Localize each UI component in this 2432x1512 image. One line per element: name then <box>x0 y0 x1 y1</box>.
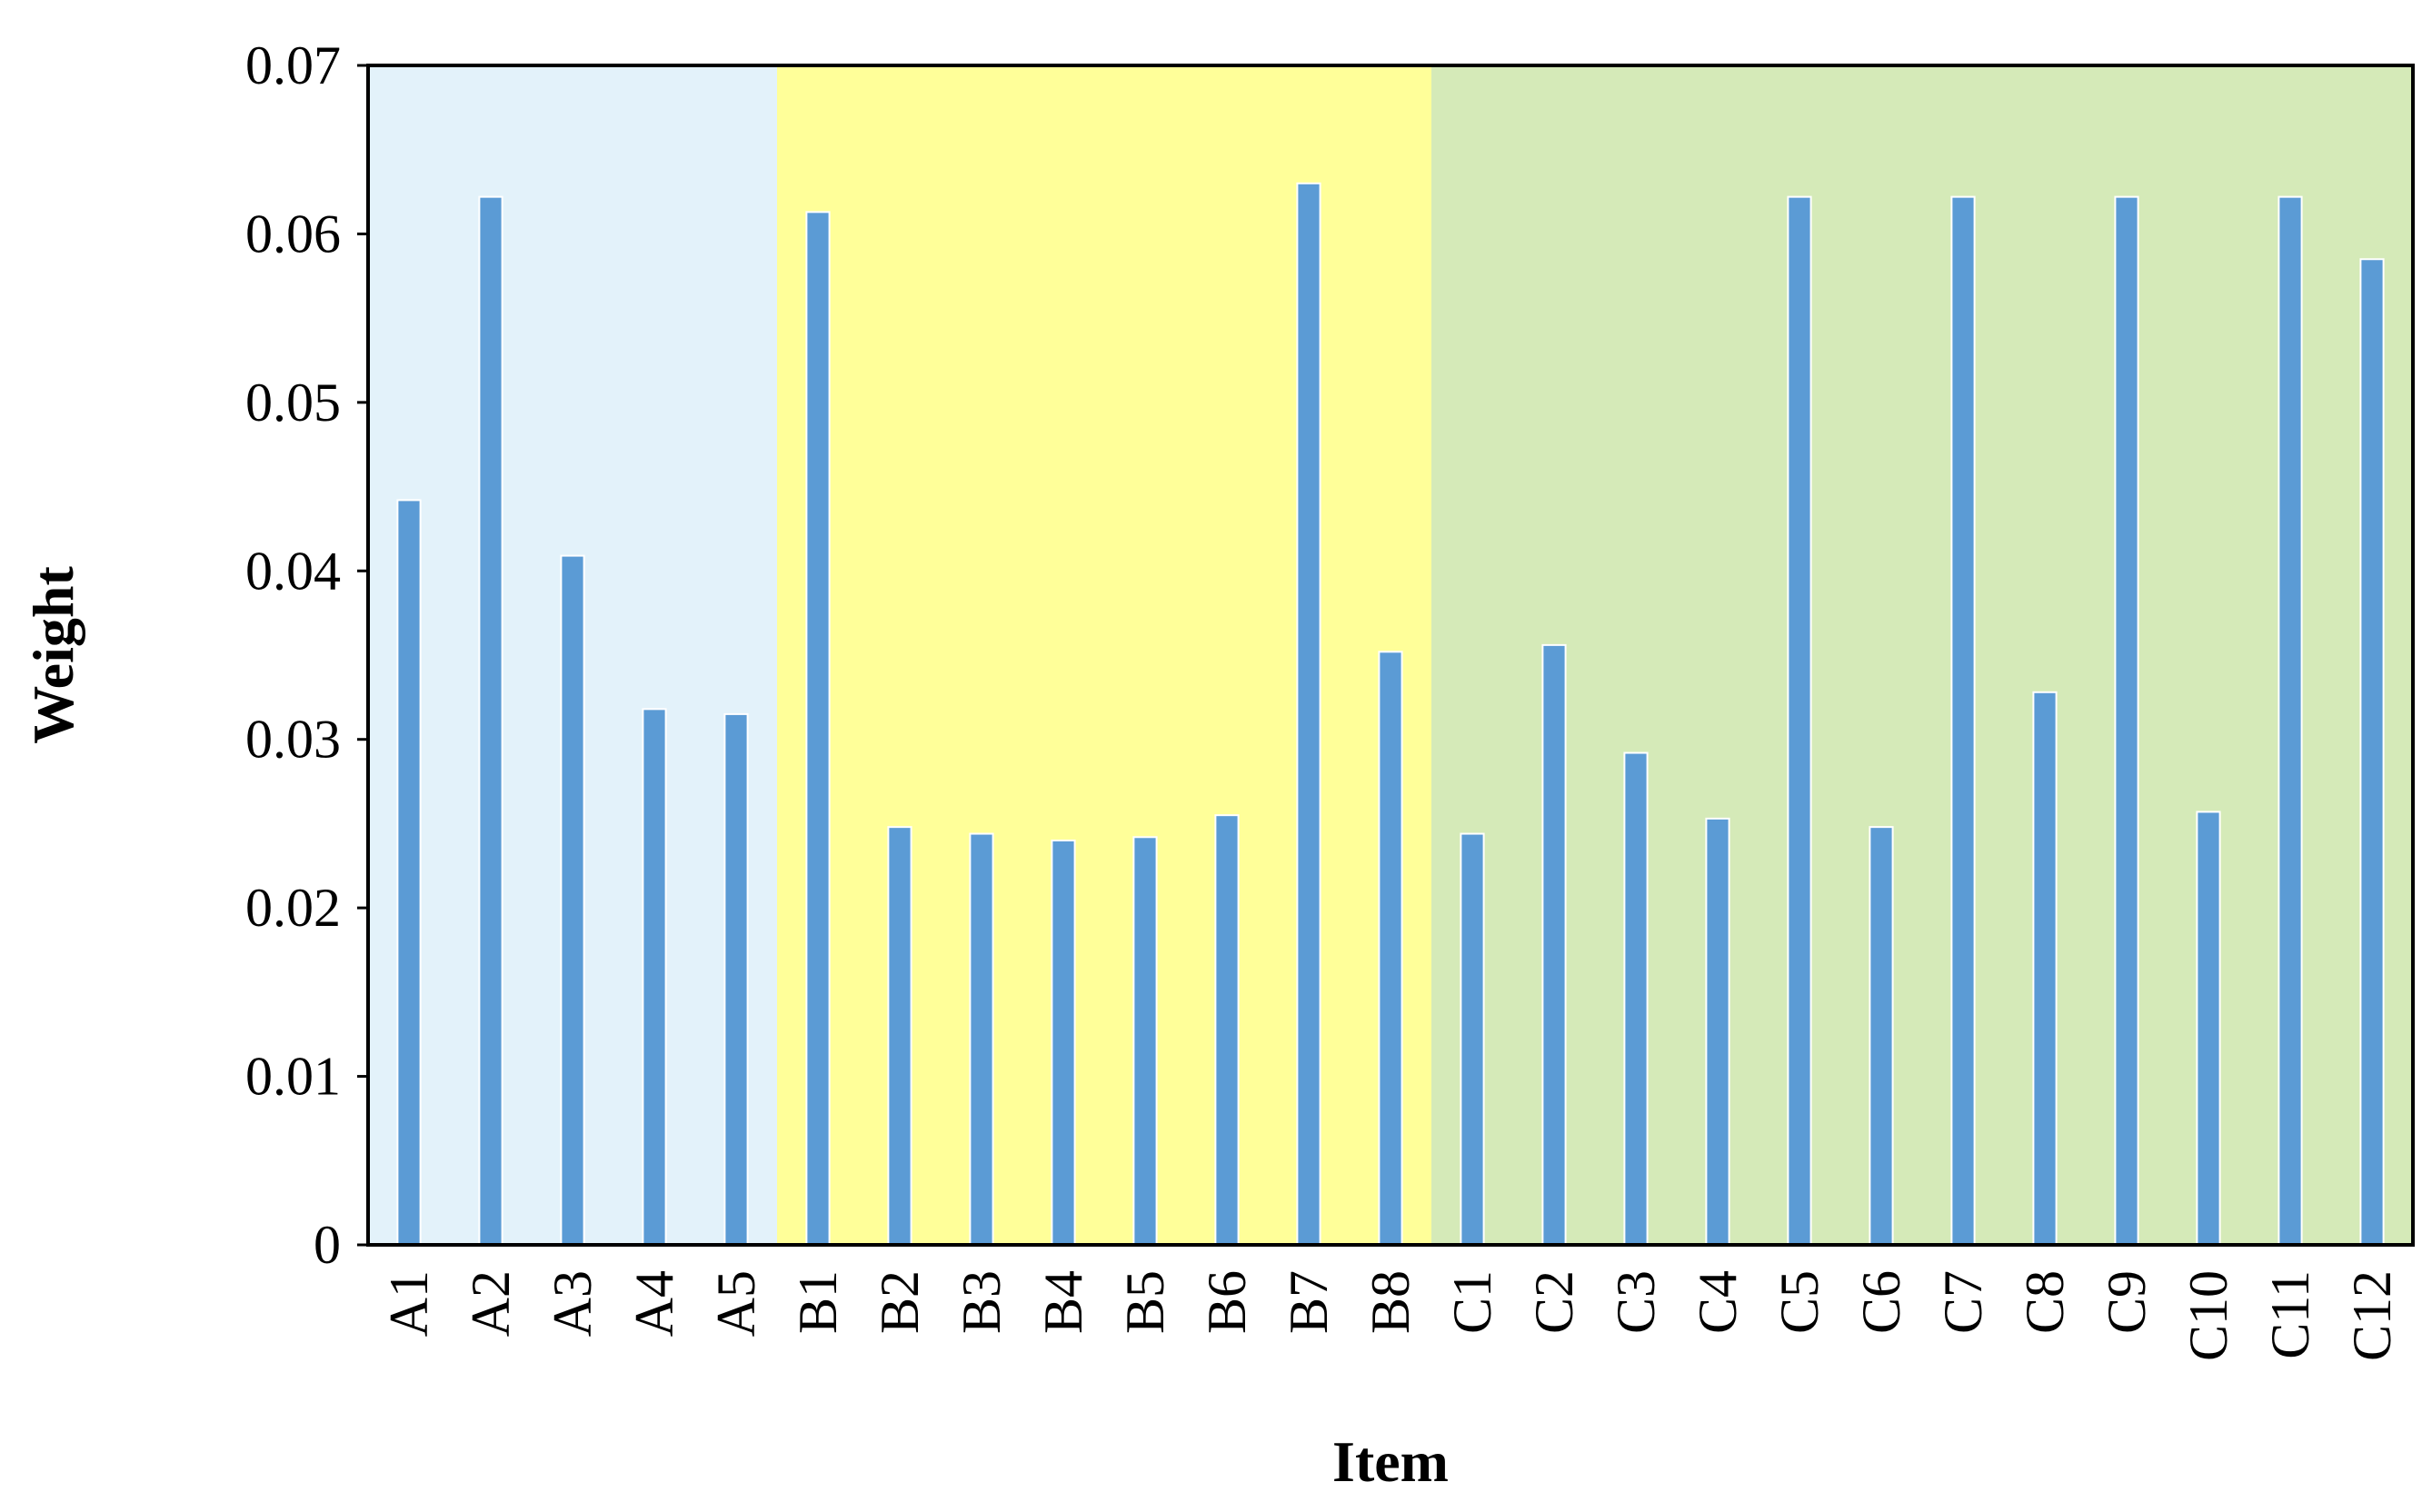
bar-C4 <box>1705 817 1730 1246</box>
x-tick-label: C3 <box>1606 1270 1666 1334</box>
bar-C12 <box>2359 258 2385 1247</box>
bar-A5 <box>723 712 749 1246</box>
x-tick-label: A1 <box>379 1270 439 1337</box>
x-axis-ticks: A1 A2 A3 A4 A5 B1 B2 B3 B4 B5 B6 B7 B8 C1 C2 C3 C4 C5 C6 C7… <box>379 1270 2402 1361</box>
bar-B2 <box>887 826 912 1246</box>
x-tick-label: C12 <box>2342 1270 2402 1361</box>
x-tick-label: C10 <box>2178 1270 2238 1361</box>
bar-B4 <box>1051 839 1076 1246</box>
x-tick-label: C9 <box>2097 1270 2157 1334</box>
x-tick-label: B1 <box>788 1270 848 1334</box>
x-tick-label: C4 <box>1688 1270 1748 1334</box>
bar-C11 <box>2278 195 2303 1247</box>
bar-A2 <box>478 195 503 1247</box>
bar-B5 <box>1132 836 1158 1247</box>
plot-frame <box>366 64 2415 1247</box>
bar-C7 <box>1950 195 1976 1247</box>
bar-C9 <box>2114 195 2139 1247</box>
bar-C3 <box>1623 751 1649 1246</box>
x-tick-label: A2 <box>461 1270 521 1337</box>
bar-C8 <box>2032 691 2058 1246</box>
bar-B6 <box>1214 814 1240 1247</box>
bar-B1 <box>805 211 831 1246</box>
bar-C1 <box>1460 832 1485 1246</box>
x-axis-title: Item <box>1332 1429 1449 1494</box>
x-tick-label: C8 <box>2015 1270 2075 1334</box>
bar-C5 <box>1787 195 1812 1247</box>
x-tick-label: C6 <box>1851 1270 1911 1334</box>
group-backgrounds <box>368 65 2413 1245</box>
x-tick-label: C7 <box>1933 1270 1993 1334</box>
bar-C10 <box>2196 811 2221 1246</box>
x-tick-label: B8 <box>1361 1270 1420 1334</box>
x-tick-label: B4 <box>1033 1270 1093 1334</box>
group-background-3 <box>1431 65 2413 1245</box>
y-tick-label: 0 <box>314 1215 341 1275</box>
x-tick-label: C5 <box>1769 1270 1829 1334</box>
x-tick-label: B6 <box>1197 1270 1257 1334</box>
bar-C2 <box>1541 643 1567 1246</box>
bar-B8 <box>1378 651 1403 1246</box>
x-tick-label: B2 <box>870 1270 930 1334</box>
bar-B3 <box>969 832 994 1246</box>
bar-B7 <box>1296 182 1321 1246</box>
y-tick-label: 0.05 <box>245 373 341 433</box>
x-tick-label: A5 <box>706 1270 766 1337</box>
bars <box>396 182 2385 1247</box>
x-tick-label: B7 <box>1279 1270 1339 1334</box>
bar-A4 <box>642 708 667 1246</box>
x-tick-label: C1 <box>1442 1270 1502 1334</box>
y-tick-label: 0.01 <box>245 1047 341 1107</box>
group-background-2 <box>777 65 1431 1245</box>
x-tick-label: A4 <box>624 1270 684 1337</box>
bar-A3 <box>560 554 585 1246</box>
y-tick-label: 0.04 <box>245 541 341 601</box>
x-tick-label: B3 <box>952 1270 1012 1334</box>
y-tick-label: 0.07 <box>245 35 341 95</box>
x-tick-label: C2 <box>1524 1270 1584 1334</box>
y-tick-label: 0.02 <box>245 878 341 938</box>
y-tick-label: 0.03 <box>245 710 341 770</box>
y-tick-label: 0.06 <box>245 204 341 264</box>
x-tick-label: A3 <box>543 1270 603 1337</box>
bar-C6 <box>1869 826 1894 1246</box>
y-axis-title: Weight <box>21 566 85 744</box>
x-tick-label: C11 <box>2260 1270 2320 1359</box>
y-axis-ticks: 0 0.01 0.02 0.03 0.04 0.05 0.06 0.07 <box>245 35 368 1275</box>
x-tick-label: B5 <box>1115 1270 1175 1334</box>
bar-A1 <box>396 499 422 1246</box>
